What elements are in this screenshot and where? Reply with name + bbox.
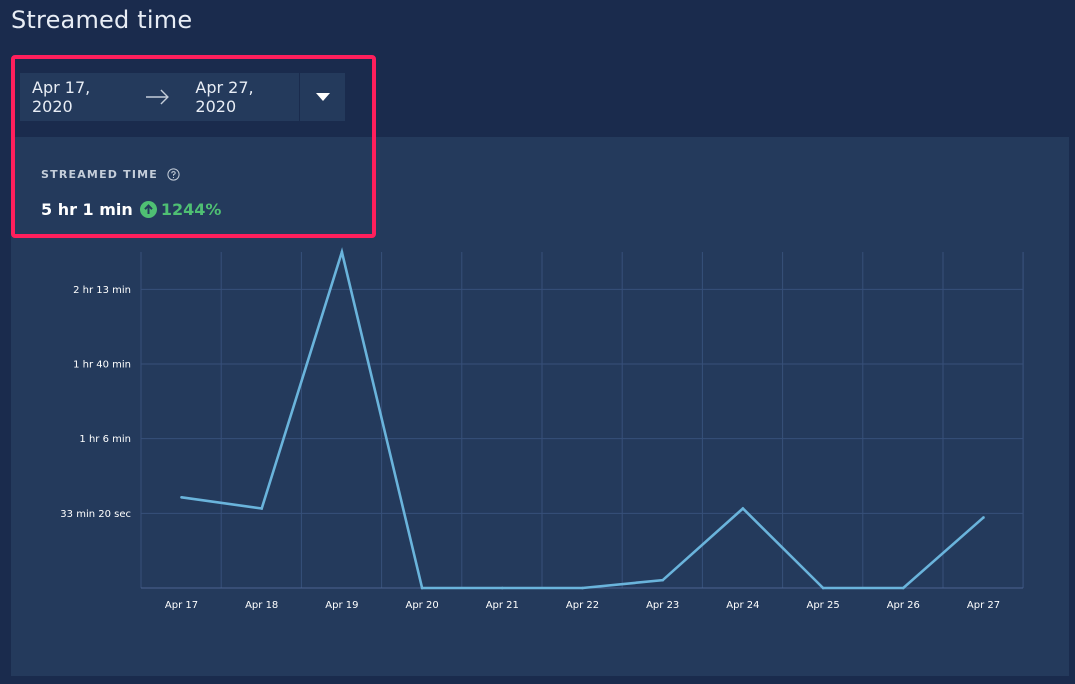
data-point [581, 586, 584, 590]
x-tick-label: Apr 25 [806, 600, 839, 611]
x-tick-label: Apr 23 [646, 600, 679, 611]
x-tick-label: Apr 18 [245, 600, 278, 611]
chart-panel [11, 137, 1069, 676]
arrow-up-circle-icon [139, 201, 157, 218]
data-point [821, 586, 825, 590]
data-point [340, 250, 344, 254]
data-point [180, 495, 183, 499]
date-dropdown-button[interactable] [299, 73, 345, 121]
stat-label: STREAMED TIME [41, 168, 159, 181]
x-tick-label: Apr 17 [165, 600, 198, 611]
x-tick-label: Apr 22 [566, 600, 599, 611]
data-point [420, 586, 424, 590]
x-tick-label: Apr 27 [967, 600, 1000, 611]
data-point [902, 586, 905, 590]
end-date[interactable]: Apr 27, 2020 [195, 78, 254, 116]
x-tick-label: Apr 21 [486, 600, 519, 611]
y-tick-label: 33 min 20 sec [60, 509, 131, 520]
y-tick-label: 1 hr 6 min [79, 434, 131, 445]
x-tick-label: Apr 26 [887, 600, 920, 611]
help-icon[interactable] [167, 168, 180, 181]
x-tick-label: Apr 20 [405, 600, 438, 611]
date-range-picker[interactable]: Apr 17, 2020 Apr 27, 2020 [20, 73, 345, 121]
data-point [741, 507, 745, 510]
x-tick-label: Apr 24 [726, 600, 759, 611]
start-date[interactable]: Apr 17, 2020 [32, 78, 91, 116]
y-tick-label: 2 hr 13 min [73, 285, 131, 296]
data-point [982, 516, 985, 519]
data-point [260, 507, 264, 510]
stat-change-percent: 1244% [160, 200, 222, 219]
arrow-right-icon [145, 89, 169, 105]
y-tick-label: 1 hr 40 min [73, 360, 131, 371]
date-range-display[interactable]: Apr 17, 2020 Apr 27, 2020 [20, 73, 299, 121]
stat-value-row: 5 hr 1 min 1244% [41, 200, 221, 219]
stat-value: 5 hr 1 min [41, 200, 133, 219]
data-point [661, 578, 664, 582]
page-title: Streamed time [11, 6, 193, 34]
stat-label-row: STREAMED TIME [41, 168, 180, 181]
x-tick-label: Apr 19 [325, 600, 358, 611]
chevron-down-icon [315, 93, 330, 101]
data-point [501, 586, 504, 590]
